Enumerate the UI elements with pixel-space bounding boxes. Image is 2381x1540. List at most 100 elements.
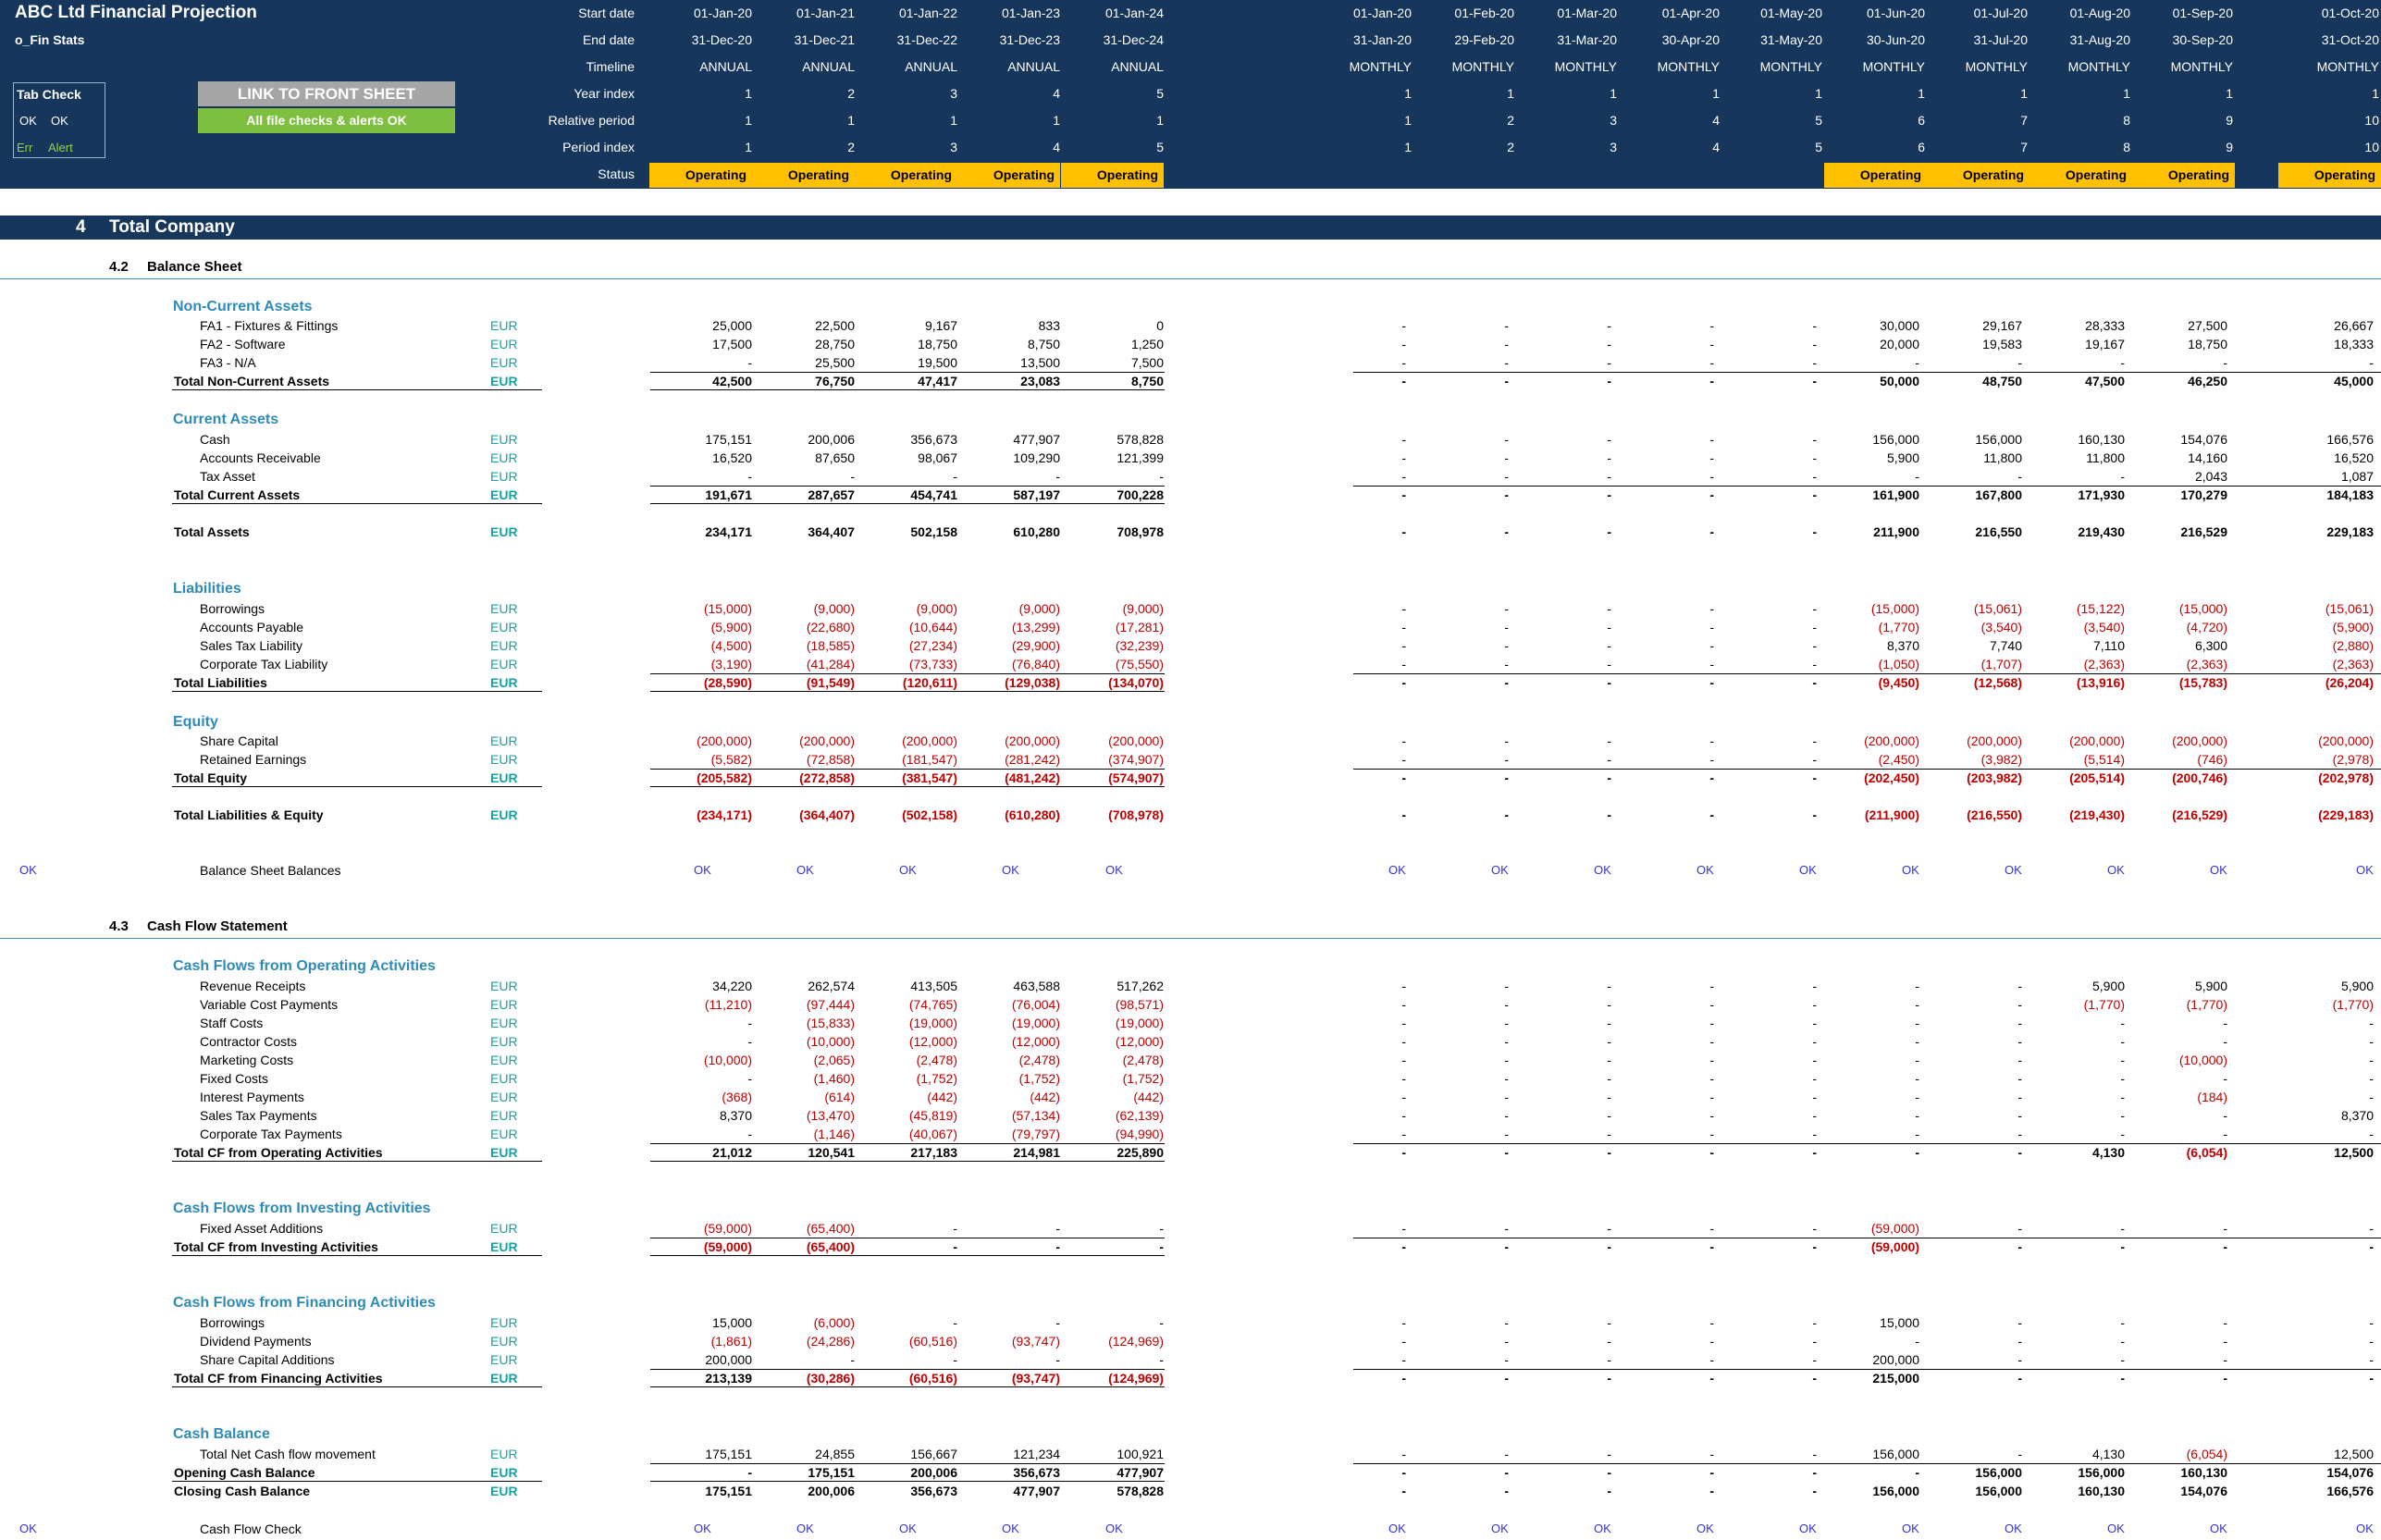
row-unit: EUR [490, 675, 518, 690]
monthly-cell: - [1401, 657, 1406, 671]
link-to-front-sheet-button[interactable]: LINK TO FRONT SHEET [198, 81, 455, 106]
monthly-cell: - [2120, 1334, 2125, 1349]
check-ok: OK [1696, 863, 1714, 877]
timeline-cell: 10 [2364, 113, 2379, 128]
monthly-cell: - [1709, 770, 1714, 785]
monthly-cell: (2,363) [2083, 657, 2125, 671]
annual-cell: (12,000) [908, 1034, 957, 1049]
monthly-cell: - [1504, 1221, 1509, 1236]
annual-cell: (364,407) [799, 807, 855, 822]
row-unit: EUR [490, 1239, 518, 1254]
annual-cell: 262,574 [808, 979, 855, 993]
timeline-cell: 01-Jul-20 [1973, 6, 2028, 20]
timeline-label: Timeline [586, 59, 635, 74]
monthly-cell: - [1812, 355, 1817, 370]
row-label: Corporate Tax Liability [200, 657, 328, 671]
row-unit: EUR [490, 807, 518, 822]
annual-cell: (2,478) [1122, 1053, 1164, 1067]
row-label: Interest Payments [200, 1090, 304, 1104]
timeline-cell: 31-Dec-24 [1103, 32, 1164, 47]
annual-cell: (368) [722, 1090, 752, 1104]
cash-flow-number: 4.3 [109, 918, 129, 934]
annual-cell: (19,000) [1011, 1016, 1060, 1030]
annual-cell: (15,000) [703, 601, 752, 616]
table-row: Total Equity EUR (205,582) (272,858) (381,54… [0, 770, 2381, 789]
monthly-cell: - [1607, 675, 1611, 690]
table-row: Retained Earnings EUR (5,582) (72,858) (181,… [0, 752, 2381, 770]
annual-cell: (610,280) [1005, 807, 1060, 822]
timeline-cell: 5 [1815, 140, 1822, 154]
monthly-cell: (3,540) [1980, 620, 2022, 634]
annual-cell: 34,220 [712, 979, 752, 993]
annual-cell: (76,004) [1011, 997, 1060, 1012]
monthly-cell: (216,550) [1967, 807, 2022, 822]
timeline-cell: 7 [2020, 140, 2028, 154]
timeline-cell: 8 [2123, 113, 2130, 128]
annual-cell: 213,139 [705, 1371, 752, 1386]
monthly-cell: 216,550 [1975, 524, 2022, 539]
annual-cell: 175,151 [705, 1484, 752, 1498]
monthly-cell: - [2120, 1371, 2125, 1386]
check-ok: OK [796, 863, 814, 877]
timeline-label: End date [582, 32, 635, 47]
monthly-cell: - [1709, 675, 1714, 690]
monthly-cell: 19,167 [2085, 337, 2125, 351]
monthly-cell: - [2017, 979, 2022, 993]
monthly-cell: - [1607, 770, 1611, 785]
annual-cell: (91,549) [806, 675, 855, 690]
monthly-cell: - [1401, 1127, 1406, 1141]
row-label: Total Equity [174, 770, 248, 785]
annual-cell: (98,571) [1115, 997, 1164, 1012]
annual-cell: (11,210) [704, 997, 752, 1012]
monthly-cell: - [2369, 355, 2374, 370]
monthly-cell: - [1504, 675, 1509, 690]
monthly-cell: (2,363) [2332, 657, 2374, 671]
annual-cell: 214,981 [1013, 1145, 1060, 1160]
annual-cell: - [747, 469, 752, 484]
annual-cell: 364,407 [808, 524, 855, 539]
monthly-cell: - [1607, 1071, 1611, 1086]
annual-cell: 8,750 [1027, 337, 1060, 351]
monthly-cell: 156,000 [1975, 1484, 2022, 1498]
timeline-cell: 2 [847, 140, 855, 154]
row-label: Total Net Cash flow movement [200, 1447, 376, 1461]
row-label: Total Liabilities & Equity [174, 807, 324, 822]
monthly-cell: (5,514) [2083, 752, 2125, 767]
annual-cell: 502,158 [910, 524, 957, 539]
monthly-cell: - [1504, 374, 1509, 388]
cash-flow-title: Cash Flow Statement [147, 918, 288, 934]
table-row: FA1 - Fixtures & Fittings EUR 25,000 22,500… [0, 318, 2381, 337]
timeline-cell: 1 [745, 113, 752, 128]
annual-cell: - [747, 1034, 752, 1049]
annual-cell: 356,673 [1013, 1465, 1060, 1480]
status-cell: Operating [2278, 163, 2381, 188]
annual-cell: (1,460) [813, 1071, 855, 1086]
monthly-cell: - [1709, 1145, 1714, 1160]
timeline-cell: ANNUAL [699, 59, 752, 74]
monthly-cell: (202,450) [1864, 770, 1919, 785]
annual-cell: (60,516) [908, 1334, 957, 1349]
timeline-cell: MONTHLY [2067, 59, 2130, 74]
table-row: Fixed Costs EUR - (1,460) (1,752) (1,752) (1,7… [0, 1071, 2381, 1090]
annual-cell: 23,083 [1020, 374, 1060, 388]
status-cell: Operating [855, 163, 957, 188]
monthly-cell: 161,900 [1872, 487, 1919, 502]
timeline-cell: 9 [2226, 113, 2233, 128]
monthly-cell: - [1607, 1465, 1611, 1480]
monthly-cell: - [1812, 432, 1817, 447]
monthly-cell: (15,000) [2178, 601, 2227, 616]
status-cell: Operating [752, 163, 855, 188]
monthly-cell: 216,529 [2180, 524, 2227, 539]
total-line [172, 691, 542, 692]
monthly-cell: - [2120, 1034, 2125, 1049]
timeline-cell: 2 [847, 86, 855, 101]
status-cell: Operating [649, 163, 752, 188]
monthly-cell: - [1401, 1034, 1406, 1049]
monthly-cell: - [1915, 1053, 1919, 1067]
monthly-cell: 48,750 [1982, 374, 2022, 388]
annual-cell: 578,828 [1116, 432, 1164, 447]
monthly-cell: - [1504, 1090, 1509, 1104]
monthly-cell: (6,054) [2186, 1145, 2227, 1160]
monthly-cell: (2,363) [2186, 657, 2227, 671]
timeline-cell: 01-Feb-20 [1454, 6, 1514, 20]
